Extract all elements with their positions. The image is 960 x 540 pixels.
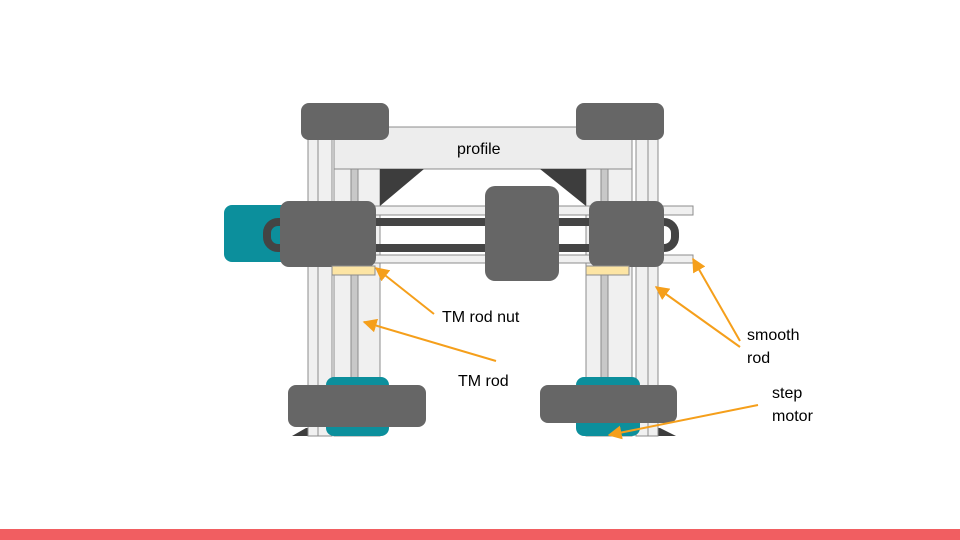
center-carriage-block bbox=[485, 186, 559, 281]
belt-loop bbox=[263, 218, 679, 252]
tm-rod-label: TM rod bbox=[458, 373, 509, 390]
bottom-left-block bbox=[288, 385, 426, 427]
left-bracket bbox=[380, 169, 424, 206]
smooth-rod-label-line1: smooth bbox=[747, 327, 800, 344]
tm-rod-nut-label: TM rod nut bbox=[442, 309, 520, 326]
right-bracket bbox=[540, 169, 586, 206]
arrow-step-motor bbox=[607, 404, 759, 440]
annotation-arrows bbox=[362, 257, 759, 440]
arrow-smooth-rod-1 bbox=[692, 257, 741, 342]
arrow-tm-rod bbox=[362, 318, 497, 362]
arrow-smooth-rod-2 bbox=[654, 286, 741, 348]
step-motor-label-line1: step bbox=[772, 385, 803, 402]
arrow-tm-rod-nut bbox=[374, 267, 435, 315]
footer-accent-bar bbox=[0, 529, 960, 540]
smooth-rod-label-line2: rod bbox=[747, 350, 771, 367]
top-left-block bbox=[301, 103, 389, 140]
right-carriage-block bbox=[589, 201, 664, 267]
step-motor-label-line2: motor bbox=[772, 408, 813, 425]
profile-label: profile bbox=[457, 141, 501, 158]
left-tm-rod-nut bbox=[331, 265, 376, 276]
right-tm-rod-nut bbox=[585, 265, 630, 276]
top-right-block bbox=[576, 103, 664, 140]
left-carriage-block bbox=[280, 201, 376, 267]
bottom-right-block bbox=[540, 385, 677, 423]
